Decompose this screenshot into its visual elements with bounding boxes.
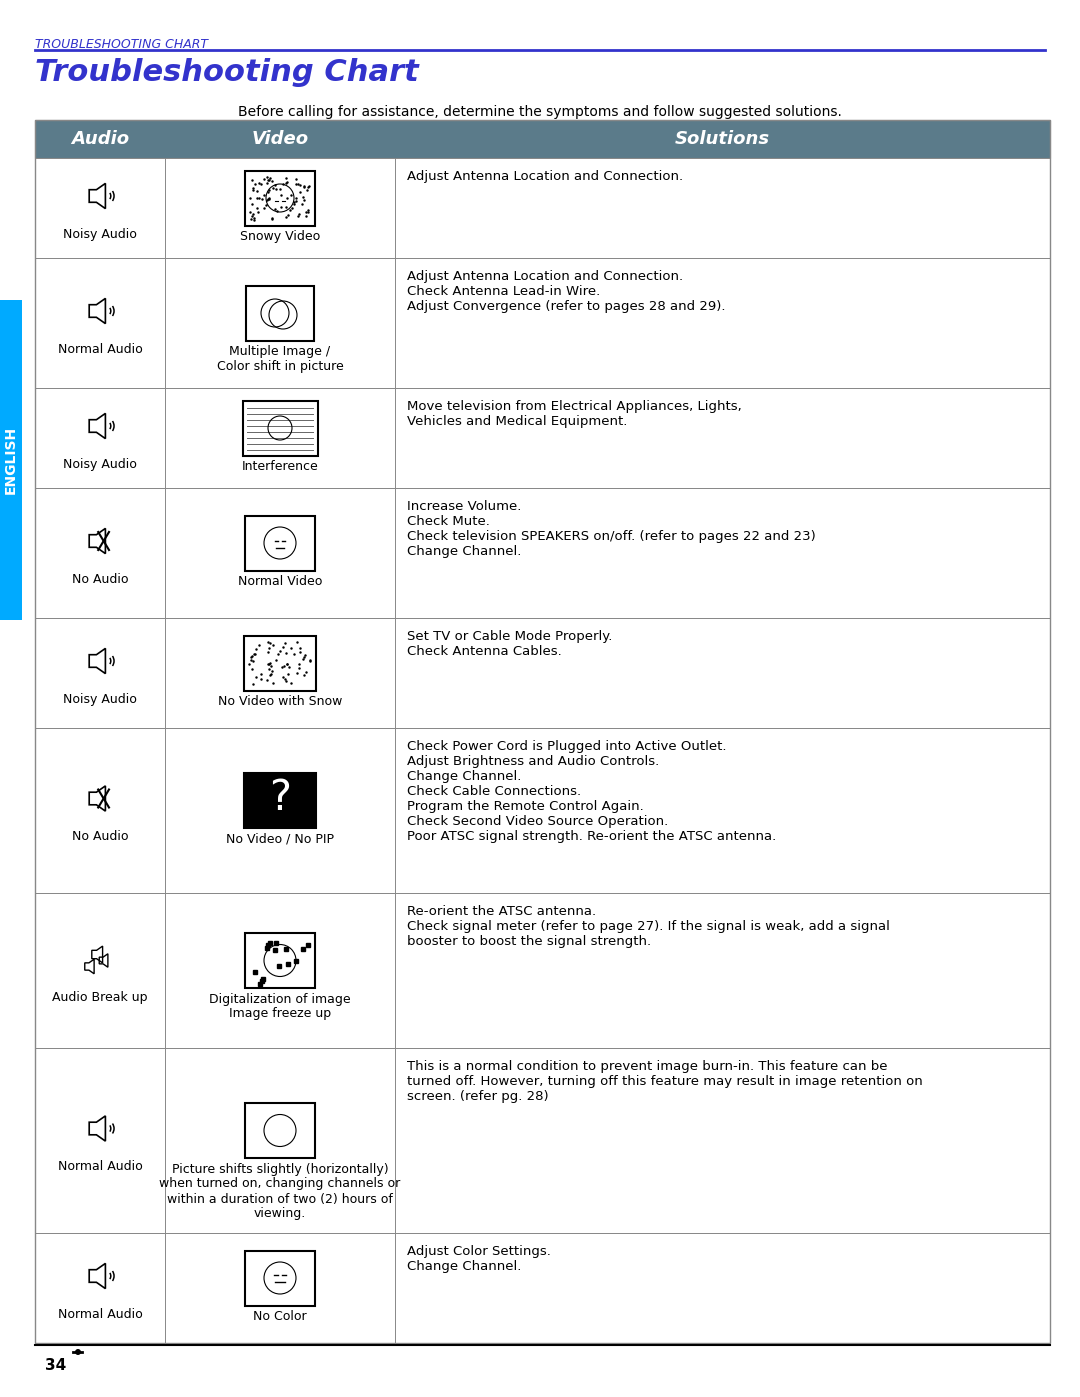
Circle shape (75, 1350, 81, 1355)
Text: Noisy Audio: Noisy Audio (63, 693, 137, 705)
Bar (0, 300, 22, 620)
Bar (35, 388, 1050, 488)
Bar (35, 258, 1050, 388)
Bar (35, 488, 1050, 617)
Bar (35, 120, 1050, 158)
Text: Noisy Audio: Noisy Audio (63, 458, 137, 471)
Text: No Color: No Color (253, 1310, 307, 1323)
Text: Normal Audio: Normal Audio (57, 344, 143, 356)
Text: No Audio: No Audio (71, 830, 129, 844)
Bar (35, 728, 1050, 893)
Text: This is a normal condition to prevent image burn-in. This feature can be
turned : This is a normal condition to prevent im… (407, 1060, 922, 1104)
Bar (35, 158, 1050, 258)
Text: Set TV or Cable Mode Properly.
Check Antenna Cables.: Set TV or Cable Mode Properly. Check Ant… (407, 630, 612, 658)
Text: Adjust Color Settings.
Change Channel.: Adjust Color Settings. Change Channel. (407, 1245, 551, 1273)
Bar (35, 1048, 1050, 1234)
Text: Before calling for assistance, determine the symptoms and follow suggested solut: Before calling for assistance, determine… (238, 105, 842, 119)
Text: Normal Audio: Normal Audio (57, 1308, 143, 1322)
Text: ENGLISH: ENGLISH (4, 426, 18, 495)
Bar (244, 636, 316, 690)
Text: Multiple Image /
Color shift in picture: Multiple Image / Color shift in picture (217, 345, 343, 373)
Text: Troubleshooting Chart: Troubleshooting Chart (35, 59, 419, 87)
Bar (244, 773, 316, 828)
Bar (245, 170, 315, 225)
Text: Adjust Antenna Location and Connection.
Check Antenna Lead-in Wire.
Adjust Conve: Adjust Antenna Location and Connection. … (407, 270, 726, 313)
Text: Normal Video: Normal Video (238, 576, 322, 588)
Text: Solutions: Solutions (675, 130, 770, 148)
Text: Interference: Interference (242, 460, 319, 474)
Bar (245, 933, 315, 988)
Bar (245, 515, 315, 570)
Text: No Audio: No Audio (71, 573, 129, 585)
Bar (35, 617, 1050, 728)
Text: Check Power Cord is Plugged into Active Outlet.
Adjust Brightness and Audio Cont: Check Power Cord is Plugged into Active … (407, 740, 777, 842)
Text: Audio: Audio (71, 130, 130, 148)
Bar (245, 1250, 315, 1306)
Text: Adjust Antenna Location and Connection.: Adjust Antenna Location and Connection. (407, 170, 684, 183)
Text: Video: Video (252, 130, 309, 148)
Bar (246, 285, 314, 341)
Text: No Video with Snow: No Video with Snow (218, 694, 342, 708)
Bar (35, 120, 1050, 1343)
Text: TROUBLESHOOTING CHART: TROUBLESHOOTING CHART (35, 38, 208, 52)
Bar (35, 1234, 1050, 1343)
Text: No Video / No PIP: No Video / No PIP (226, 833, 334, 845)
Text: Picture shifts slightly (horizontally)
when turned on, changing channels or
with: Picture shifts slightly (horizontally) w… (160, 1162, 401, 1221)
Text: Snowy Video: Snowy Video (240, 231, 320, 243)
Text: ?: ? (269, 778, 291, 820)
Bar (35, 893, 1050, 1048)
Bar (245, 1104, 315, 1158)
Text: Re-orient the ATSC antenna.
Check signal meter (refer to page 27). If the signal: Re-orient the ATSC antenna. Check signal… (407, 905, 890, 949)
Text: Digitalization of image
Image freeze up: Digitalization of image Image freeze up (210, 992, 351, 1020)
Text: Increase Volume.
Check Mute.
Check television SPEAKERS on/off. (refer to pages 2: Increase Volume. Check Mute. Check telev… (407, 500, 815, 557)
Text: 34: 34 (45, 1358, 66, 1373)
Text: Normal Audio: Normal Audio (57, 1161, 143, 1173)
Text: Audio Break up: Audio Break up (52, 990, 148, 1003)
Bar (243, 401, 318, 455)
Text: Move television from Electrical Appliances, Lights,
Vehicles and Medical Equipme: Move television from Electrical Applianc… (407, 400, 742, 427)
Text: Noisy Audio: Noisy Audio (63, 228, 137, 242)
